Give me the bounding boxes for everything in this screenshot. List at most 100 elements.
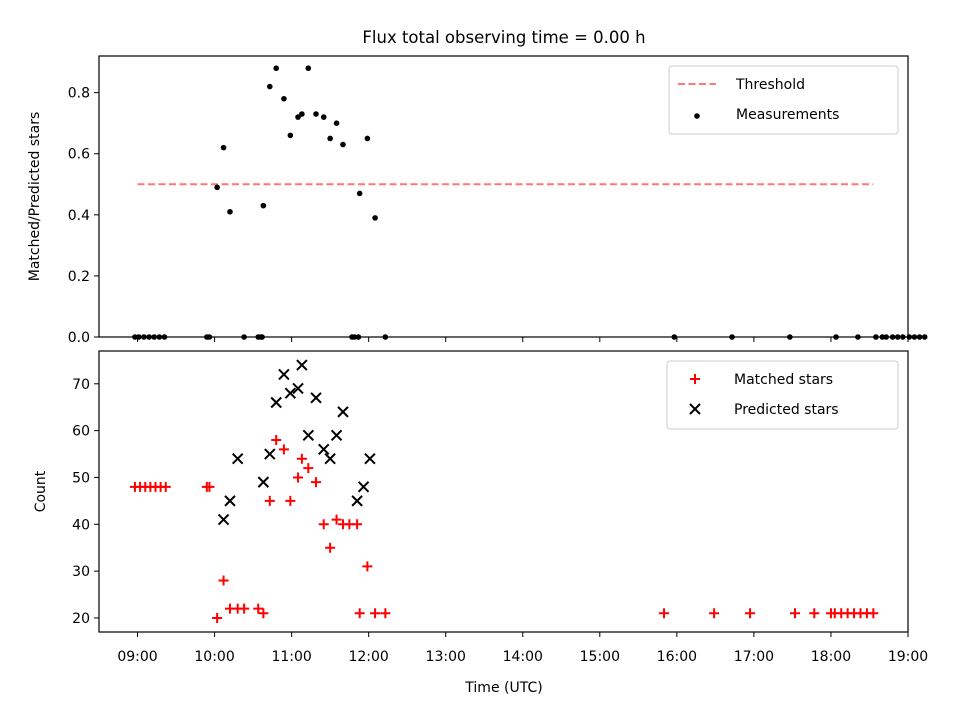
matched-star-point bbox=[331, 514, 342, 525]
measurement-point bbox=[260, 202, 267, 209]
matched-star-point bbox=[212, 612, 223, 623]
y-tick-label: 0.6 bbox=[68, 147, 90, 163]
measurement-point bbox=[313, 111, 319, 117]
predicted-star-point bbox=[351, 495, 363, 507]
legend-label: Matched stars bbox=[734, 372, 833, 388]
matched-star-point bbox=[303, 463, 314, 474]
matched-star-point bbox=[868, 608, 879, 619]
axes-frame bbox=[98, 55, 909, 338]
matched-star-point bbox=[258, 608, 269, 619]
y-tick-label: 70 bbox=[72, 377, 90, 393]
legend-label: Predicted stars bbox=[734, 402, 839, 418]
predicted-star-point bbox=[357, 481, 370, 493]
matched-star-point bbox=[278, 444, 289, 455]
legend-matched-swatch bbox=[690, 374, 700, 384]
x-tick-label: 12:00 bbox=[348, 649, 388, 665]
y-tick-label: 50 bbox=[72, 470, 90, 486]
measurement-point bbox=[327, 135, 333, 142]
matched-star-point bbox=[296, 453, 307, 464]
predicted-star-point bbox=[292, 382, 304, 395]
predicted-star-point bbox=[364, 453, 376, 465]
predicted-star-point bbox=[231, 453, 244, 465]
y-tick-label: 60 bbox=[72, 424, 90, 440]
legend-predicted-swatch bbox=[689, 403, 701, 415]
matched-star-point bbox=[354, 608, 365, 619]
legend: Threshold Measurements bbox=[668, 65, 899, 135]
x-tick-label: 15:00 bbox=[580, 649, 620, 665]
predicted-star-point bbox=[324, 453, 336, 465]
predicted-star-point bbox=[224, 495, 236, 507]
y-tick-label: 20 bbox=[72, 611, 90, 627]
legend-measurement-swatch bbox=[694, 113, 700, 119]
matched-star-point bbox=[352, 519, 363, 530]
y-tick-label: 0.0 bbox=[68, 330, 90, 346]
panel-1: 0.0 0.2 0.4 0.6 0.8 Matched/Predicted stars Th… bbox=[27, 55, 928, 346]
predicted-star-point bbox=[278, 368, 290, 381]
matched-star-point bbox=[789, 608, 800, 619]
x-tick-label: 18:00 bbox=[811, 649, 851, 665]
measurement-point bbox=[295, 114, 301, 120]
panel-2: 20 30 40 50 60 70 09:00 10:00 11:00 12:00 13:00 14:… bbox=[33, 350, 928, 665]
chart-title: Flux total observing time = 0.00 h bbox=[362, 28, 645, 47]
predicted-star-point bbox=[257, 476, 270, 488]
matched-star-point bbox=[362, 561, 373, 572]
measurement-point bbox=[356, 190, 363, 197]
x-tick-label: 14:00 bbox=[503, 649, 543, 665]
x-tick-label: 13:00 bbox=[426, 649, 466, 665]
matched-star-point bbox=[370, 608, 381, 619]
measurement-point bbox=[916, 334, 923, 340]
matched-star-point bbox=[239, 603, 250, 614]
legend-box bbox=[666, 360, 899, 430]
legend: Matched stars Predicted stars bbox=[666, 360, 899, 430]
matched-star-point bbox=[709, 608, 720, 619]
matched-star-point bbox=[809, 608, 820, 619]
measurement-point bbox=[364, 135, 371, 142]
predicted-star-point bbox=[302, 429, 315, 442]
y-axis-label: Matched/Predicted stars bbox=[27, 112, 43, 282]
measurement-point bbox=[340, 141, 346, 148]
matched-star-point bbox=[204, 481, 215, 492]
axes-frame bbox=[98, 350, 909, 633]
matched-star-point bbox=[160, 481, 171, 492]
predicted-star-point bbox=[310, 392, 322, 404]
x-tick-label: 19:00 bbox=[888, 649, 928, 665]
matched-star-point bbox=[285, 495, 296, 506]
predicted-star-point bbox=[296, 359, 308, 371]
legend-label: Measurements bbox=[736, 107, 839, 123]
legend-box bbox=[668, 65, 899, 135]
y-axis-label: Count bbox=[33, 470, 49, 512]
predicted-star-point bbox=[264, 448, 276, 460]
measurement-point bbox=[299, 111, 305, 117]
y-tick-label: 0.8 bbox=[68, 86, 90, 102]
x-tick-label: 17:00 bbox=[734, 649, 774, 665]
predicted-star-point bbox=[337, 406, 349, 418]
measurement-point bbox=[273, 65, 280, 72]
matched-star-point bbox=[745, 608, 756, 619]
measurement-point bbox=[281, 95, 287, 102]
predicted-star-point bbox=[217, 513, 230, 526]
matched-star-point bbox=[271, 434, 282, 445]
measurement-point bbox=[266, 83, 273, 90]
legend-label: Threshold bbox=[735, 77, 805, 93]
x-tick-label: 16:00 bbox=[657, 649, 697, 665]
x-tick-label: 11:00 bbox=[271, 649, 311, 665]
measurement-point bbox=[921, 334, 928, 340]
measurement-point bbox=[372, 215, 378, 221]
measurement-point bbox=[305, 65, 312, 72]
measurement-point bbox=[333, 120, 340, 126]
matched-star-point bbox=[659, 608, 670, 619]
matched-star-point bbox=[380, 608, 391, 619]
matched-star-point bbox=[218, 575, 229, 586]
predicted-star-point bbox=[270, 396, 282, 409]
x-tick-label: 09:00 bbox=[117, 649, 157, 665]
matched-star-point bbox=[325, 542, 336, 553]
measurement-point bbox=[214, 184, 220, 191]
y-tick-label: 0.2 bbox=[68, 269, 90, 285]
measurement-point bbox=[220, 144, 227, 151]
predicted-star-point bbox=[284, 387, 297, 399]
matched-star-point bbox=[253, 603, 264, 614]
matched-star-point bbox=[311, 477, 322, 488]
matched-star-point bbox=[264, 495, 275, 506]
measurement-point bbox=[911, 334, 918, 340]
y-tick-label: 0.4 bbox=[68, 208, 90, 224]
